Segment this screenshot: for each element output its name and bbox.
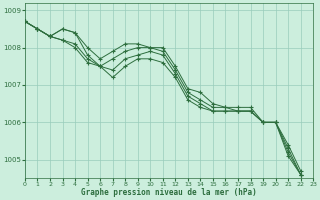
X-axis label: Graphe pression niveau de la mer (hPa): Graphe pression niveau de la mer (hPa) xyxy=(81,188,257,197)
